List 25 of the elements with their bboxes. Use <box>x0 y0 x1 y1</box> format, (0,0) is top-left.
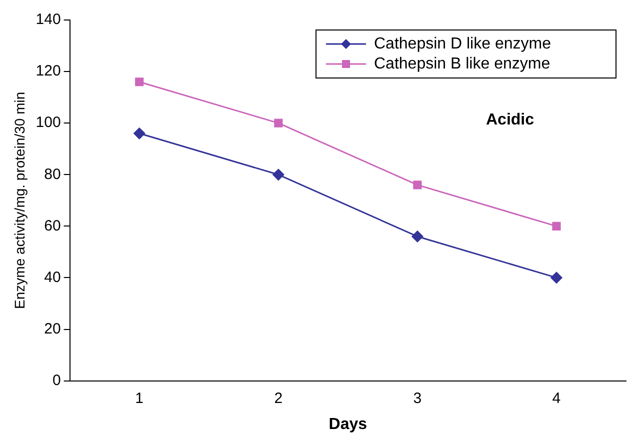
point <box>552 222 561 230</box>
x-tick-label: 3 <box>413 390 422 407</box>
x-axis-title: Days <box>328 416 368 433</box>
y-tick-label: 120 <box>36 62 61 80</box>
point <box>412 230 424 242</box>
x-tick-label: 2 <box>274 390 283 407</box>
point <box>413 180 422 190</box>
point <box>272 168 284 180</box>
legend-label: Cathepsin B like enzyme <box>374 55 550 72</box>
y-tick-label: 60 <box>44 217 61 234</box>
y-tick-label: 80 <box>44 166 61 183</box>
point <box>274 118 283 128</box>
y-tick-label: 100 <box>36 114 61 132</box>
y-tick-label: 140 <box>36 11 61 28</box>
x-tick-label: 1 <box>135 390 144 407</box>
y-tick-label: 20 <box>44 320 61 338</box>
point <box>135 78 144 86</box>
y-tick-label: 40 <box>44 268 61 286</box>
x-tick-label: 4 <box>552 390 561 407</box>
point <box>550 272 562 284</box>
annotation: Acidic <box>486 111 534 128</box>
legend-label: Cathepsin D like enzyme <box>374 35 552 52</box>
y-tick-label: 0 <box>52 372 61 389</box>
y-axis-title: Enzyme activity/mg. protein/30 min <box>11 92 28 309</box>
point <box>134 128 146 140</box>
